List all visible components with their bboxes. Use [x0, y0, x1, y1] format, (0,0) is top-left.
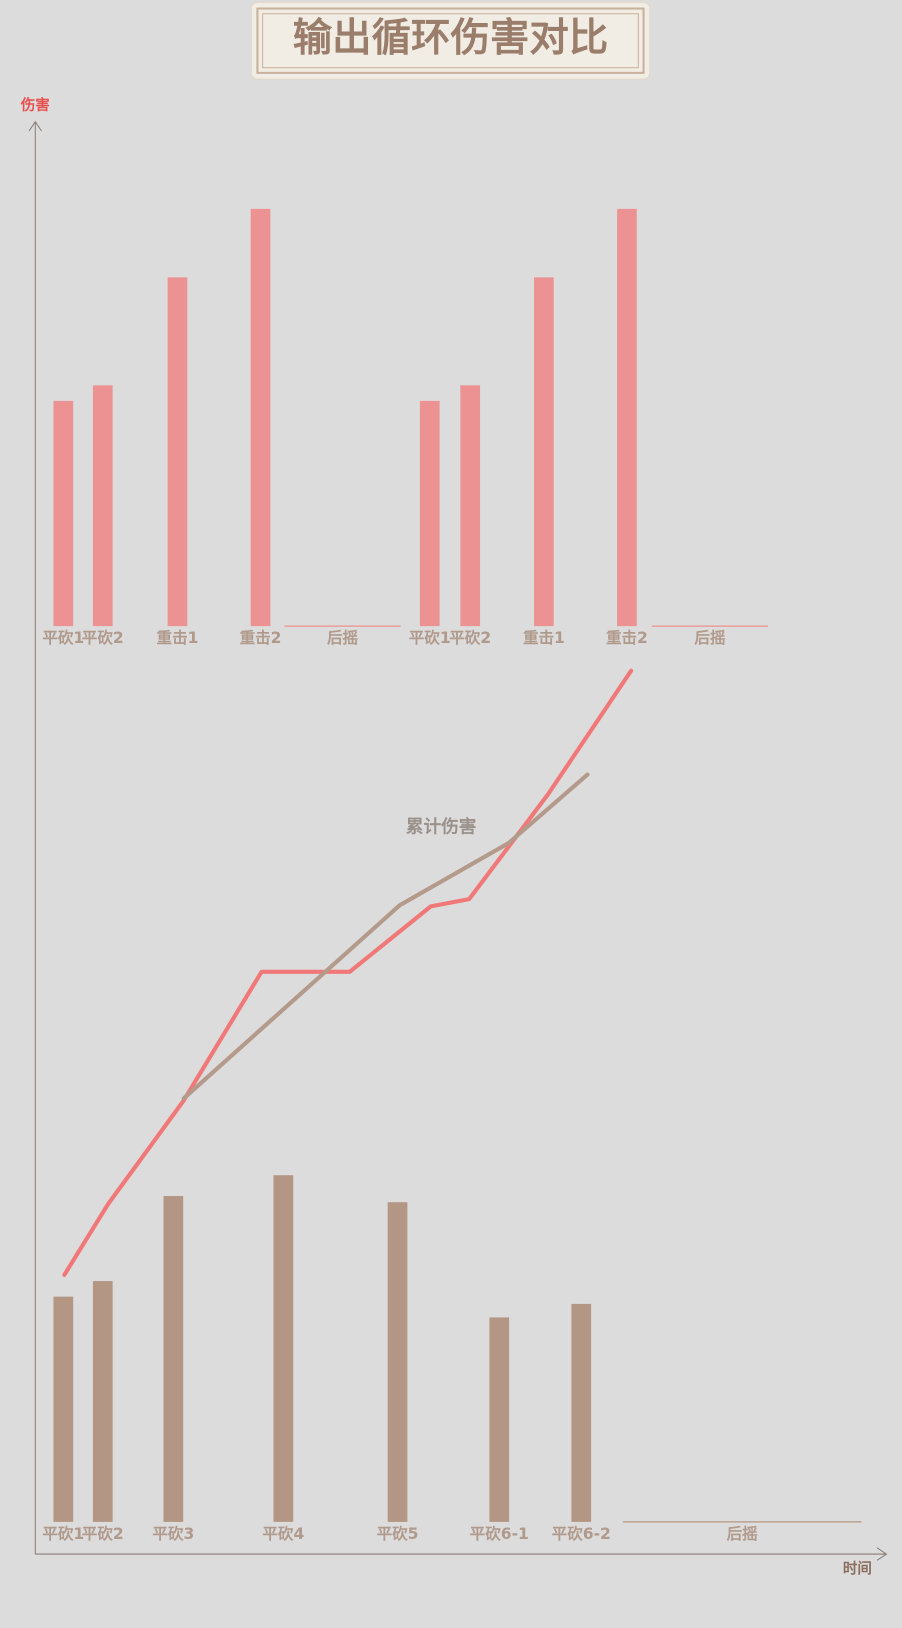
bar — [250, 208, 271, 627]
bar — [489, 1317, 510, 1522]
y-axis-label: 伤害 — [20, 96, 50, 114]
line — [181, 772, 590, 1101]
x-tick-label: 重击1 — [157, 628, 199, 647]
x-tick-label: 平砍2 — [82, 628, 124, 647]
x-tick-label: 平砍2 — [82, 1524, 124, 1543]
bar — [617, 208, 637, 627]
chart-title: 输出循环伤害对比 — [293, 16, 609, 60]
bar — [53, 400, 74, 627]
x-tick-label: 平砍2 — [449, 628, 491, 647]
bar — [167, 277, 188, 627]
x-tick-label: 平砍6-1 — [470, 1524, 529, 1543]
annotation: 累计伤害 — [406, 815, 477, 837]
x-tick-label: 平砍1 — [42, 628, 84, 647]
x-tick-label: 重击2 — [240, 628, 282, 647]
x-tick-label: 平砍5 — [377, 1524, 419, 1543]
title-frame — [250, 1, 651, 80]
bar — [387, 1202, 408, 1522]
bar — [273, 1175, 294, 1522]
x-tick-label: 重击2 — [606, 628, 648, 647]
x-tick-label: 平砍1 — [42, 1524, 84, 1543]
x-tick-label: 重击1 — [523, 628, 565, 647]
bar — [460, 385, 481, 627]
bar — [92, 1281, 113, 1522]
x-tick-label: 后摇 — [727, 1524, 759, 1543]
x-tick-label: 后摇 — [327, 628, 359, 647]
x-tick-label: 后摇 — [694, 628, 726, 647]
bar — [571, 1303, 592, 1522]
bar — [92, 385, 113, 627]
bar — [53, 1296, 74, 1522]
x-axis-label: 时间 — [843, 1560, 872, 1578]
bar — [419, 400, 440, 627]
x-tick-label: 平砍6-2 — [552, 1524, 611, 1543]
axes — [28, 120, 888, 1561]
line — [62, 668, 634, 1277]
x-tick-label: 平砍1 — [409, 628, 451, 647]
bar — [534, 277, 554, 627]
x-tick-label: 平砍4 — [262, 1524, 304, 1543]
x-tick-label: 平砍3 — [152, 1524, 194, 1543]
bar — [163, 1195, 184, 1522]
